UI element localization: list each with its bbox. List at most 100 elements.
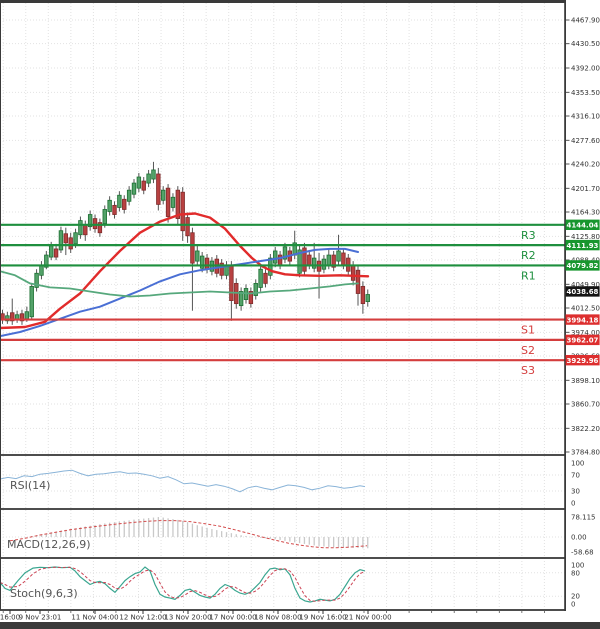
candle-up [24, 311, 30, 320]
candlestick-series[interactable] [0, 161, 370, 325]
price-tick-label: 4049.90 [571, 281, 600, 289]
candle-down [263, 272, 268, 284]
badge-last-price [565, 286, 600, 297]
candle-down [302, 247, 307, 272]
macd-tick-label: -58.68 [571, 549, 594, 557]
support-label-s2: S2 [521, 344, 535, 357]
badge-s1 [565, 314, 600, 325]
stoch-tick-label: 0 [571, 601, 575, 609]
badge-r1-text: 4079.82 [567, 262, 599, 270]
rsi-line [0, 469, 366, 493]
candle-up [49, 245, 54, 258]
time-axis[interactable]: 16:009 Nov 23:01 11 Nov 04:00 12 Nov 12:00… [0, 610, 545, 622]
time-tick-label: 11 Nov 04:00 [71, 614, 118, 622]
support-resistance-lines: R3 R2 R1 S1 S2 S3 [0, 223, 565, 377]
candle-down [190, 232, 195, 264]
candle-up [365, 294, 370, 303]
candle-down [204, 257, 210, 270]
candle-up [273, 250, 278, 264]
panel-separator [0, 557, 566, 559]
candle-up [195, 250, 200, 262]
candle-down [10, 312, 15, 322]
candle-down [122, 198, 127, 210]
candle-up [151, 169, 156, 180]
price-tick-label: 4392.00 [571, 64, 600, 72]
candle-down [350, 264, 356, 281]
panel-separator [0, 508, 566, 510]
time-tick-label: 17 Nov 00:00 [209, 614, 256, 622]
price-tick-label: 4316.10 [571, 112, 600, 120]
left-border [0, 3, 1, 610]
price-tick-label: 4353.50 [571, 89, 600, 97]
badge-r1 [565, 260, 600, 271]
time-tick-label: 9 Nov 23:01 [19, 614, 62, 622]
price-tick-label: 4201.70 [571, 185, 600, 193]
bottom-border [0, 622, 600, 629]
ma-slow-green [0, 270, 359, 298]
candle-up [87, 214, 93, 228]
badge-s2 [565, 334, 600, 346]
rsi-label: RSI(14) [10, 479, 50, 492]
candle-up [170, 196, 176, 208]
stoch-k-line [0, 566, 366, 603]
candle-up [107, 199, 112, 212]
price-axis[interactable]: 4467.90 4430.50 4392.00 4353.50 4316.10 4277.… [566, 17, 600, 457]
time-tick-label: 16:00 [0, 614, 20, 622]
stoch-tick-label: 20 [571, 593, 580, 601]
candle-down [63, 233, 69, 244]
resistance-label-r1: R1 [521, 269, 536, 282]
candle-up [146, 173, 151, 184]
candle-down [229, 264, 234, 301]
badge-s1-text: 3994.18 [567, 316, 599, 324]
candle-down [331, 254, 336, 268]
badge-s3 [565, 354, 600, 366]
candle-up [336, 250, 341, 262]
candle-up [44, 254, 49, 268]
candle-up [58, 230, 64, 251]
badge-s3-text: 3929.96 [567, 357, 599, 365]
support-label-s1: S1 [521, 324, 535, 337]
candle-up [199, 255, 205, 269]
price-tick-label: 3860.70 [571, 400, 600, 408]
rsi-tick-label: 70 [571, 472, 580, 480]
badge-r3 [565, 219, 600, 231]
candle-down [112, 205, 117, 215]
panel-separator [0, 454, 566, 456]
candle-down [307, 254, 312, 266]
candle-up [5, 315, 10, 322]
macd-panel: 78.115 0.00 -58.68 [9, 514, 596, 557]
support-label-s3: S3 [521, 364, 535, 377]
price-tick-label: 4164.30 [571, 208, 600, 216]
candle-up [136, 176, 142, 189]
macd-label: MACD(12,26,9) [7, 538, 91, 551]
time-tick-label: 19 Nov 16:00 [299, 614, 346, 622]
badge-r2 [565, 239, 600, 251]
grid [0, 3, 565, 610]
stoch-tick-label: 80 [571, 569, 580, 577]
candle-down [185, 217, 190, 237]
candle-up [161, 189, 166, 201]
price-tick-label: 4012.50 [571, 304, 600, 312]
stoch-tick-label: 100 [571, 562, 584, 570]
badge-r3-text: 4144.04 [567, 222, 599, 230]
candle-down [97, 222, 103, 234]
rsi-tick-label: 0 [571, 500, 575, 508]
panel-separator [0, 609, 566, 611]
candle-down [355, 269, 361, 294]
candle-up [326, 254, 331, 266]
candle-up [268, 257, 273, 276]
price-tick-label: 4240.20 [571, 160, 600, 168]
macd-signal-line [9, 520, 368, 549]
stoch-label: Stoch(9,6,3) [10, 587, 78, 600]
candle-down [53, 248, 59, 258]
candle-down [165, 187, 171, 217]
price-tick-label: 3898.10 [571, 377, 600, 385]
candle-down [156, 173, 161, 205]
candle-up [238, 291, 244, 307]
right-border [564, 0, 566, 611]
rsi-tick-label: 100 [571, 460, 584, 468]
candle-up [39, 264, 44, 276]
time-tick-label: 21 Nov 00:00 [344, 614, 391, 622]
